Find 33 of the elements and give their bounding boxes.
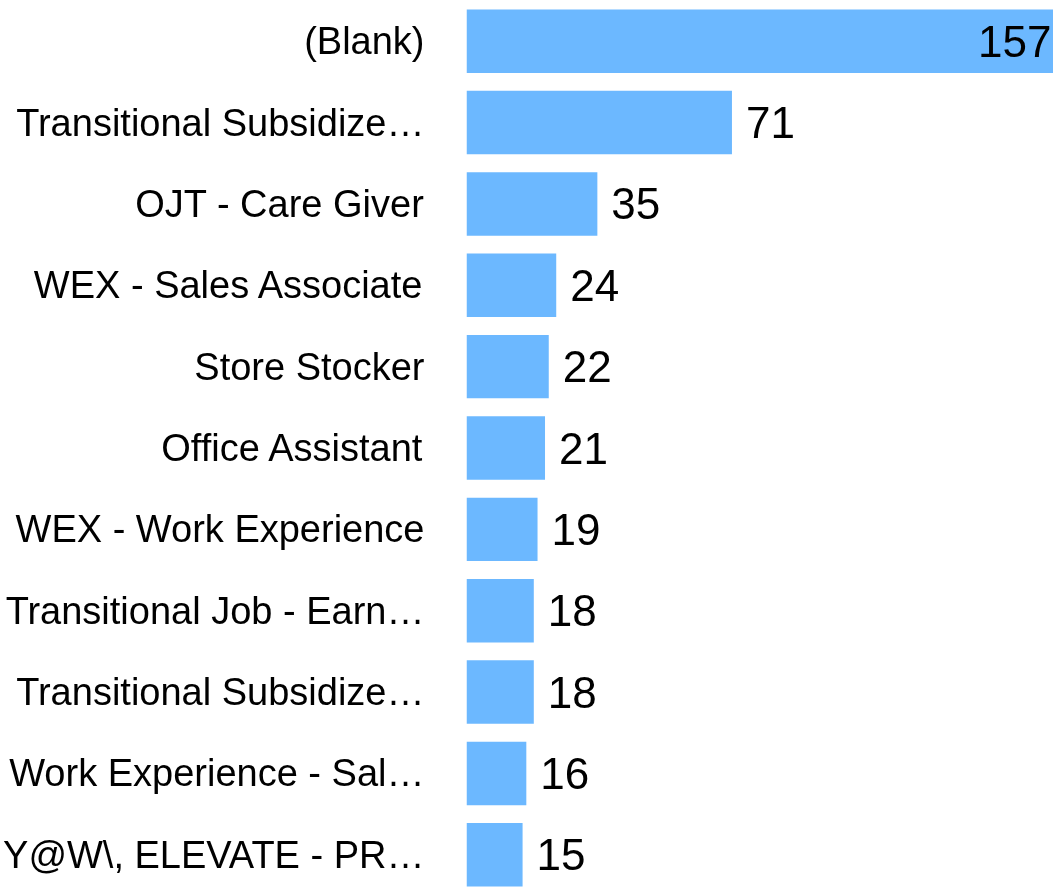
y-tick-label: Work Experience - Sal… <box>9 752 425 795</box>
data-label: 21 <box>559 423 608 473</box>
y-tick-label: Transitional Job - Earn… <box>5 589 425 632</box>
data-label: 157 <box>978 16 1052 66</box>
bar <box>466 416 546 480</box>
y-tick-label: WEX - Sales Associate <box>33 264 423 307</box>
bar <box>466 579 534 643</box>
data-label: 71 <box>745 98 795 148</box>
y-tick-label: WEX - Work Experience <box>15 508 425 551</box>
data-label: 35 <box>611 179 661 229</box>
data-label: 19 <box>551 504 601 554</box>
bar <box>466 497 538 562</box>
y-tick-label: Y@W\, ELEVATE - PR… <box>3 833 425 876</box>
data-label: 18 <box>547 667 597 717</box>
y-tick-label: (Blank) <box>304 20 425 63</box>
data-label: 18 <box>547 586 597 636</box>
y-tick-label: Transitional Subsidize… <box>16 101 425 144</box>
data-label: 22 <box>562 342 612 392</box>
bar <box>466 741 527 806</box>
data-label: 15 <box>536 830 586 880</box>
bar <box>466 660 534 724</box>
data-label: 16 <box>540 748 590 798</box>
y-tick-label: Office Assistant <box>161 427 423 469</box>
bar <box>466 334 549 399</box>
bar <box>466 90 732 155</box>
bar <box>466 172 598 236</box>
data-label: 24 <box>570 260 620 310</box>
bar <box>466 9 1053 73</box>
y-tick-label: OJT - Care Giver <box>135 182 425 225</box>
y-tick-label: Transitional Subsidize… <box>16 671 425 714</box>
bar <box>466 253 557 317</box>
y-tick-label: Store Stocker <box>194 345 425 388</box>
bar <box>466 823 523 887</box>
